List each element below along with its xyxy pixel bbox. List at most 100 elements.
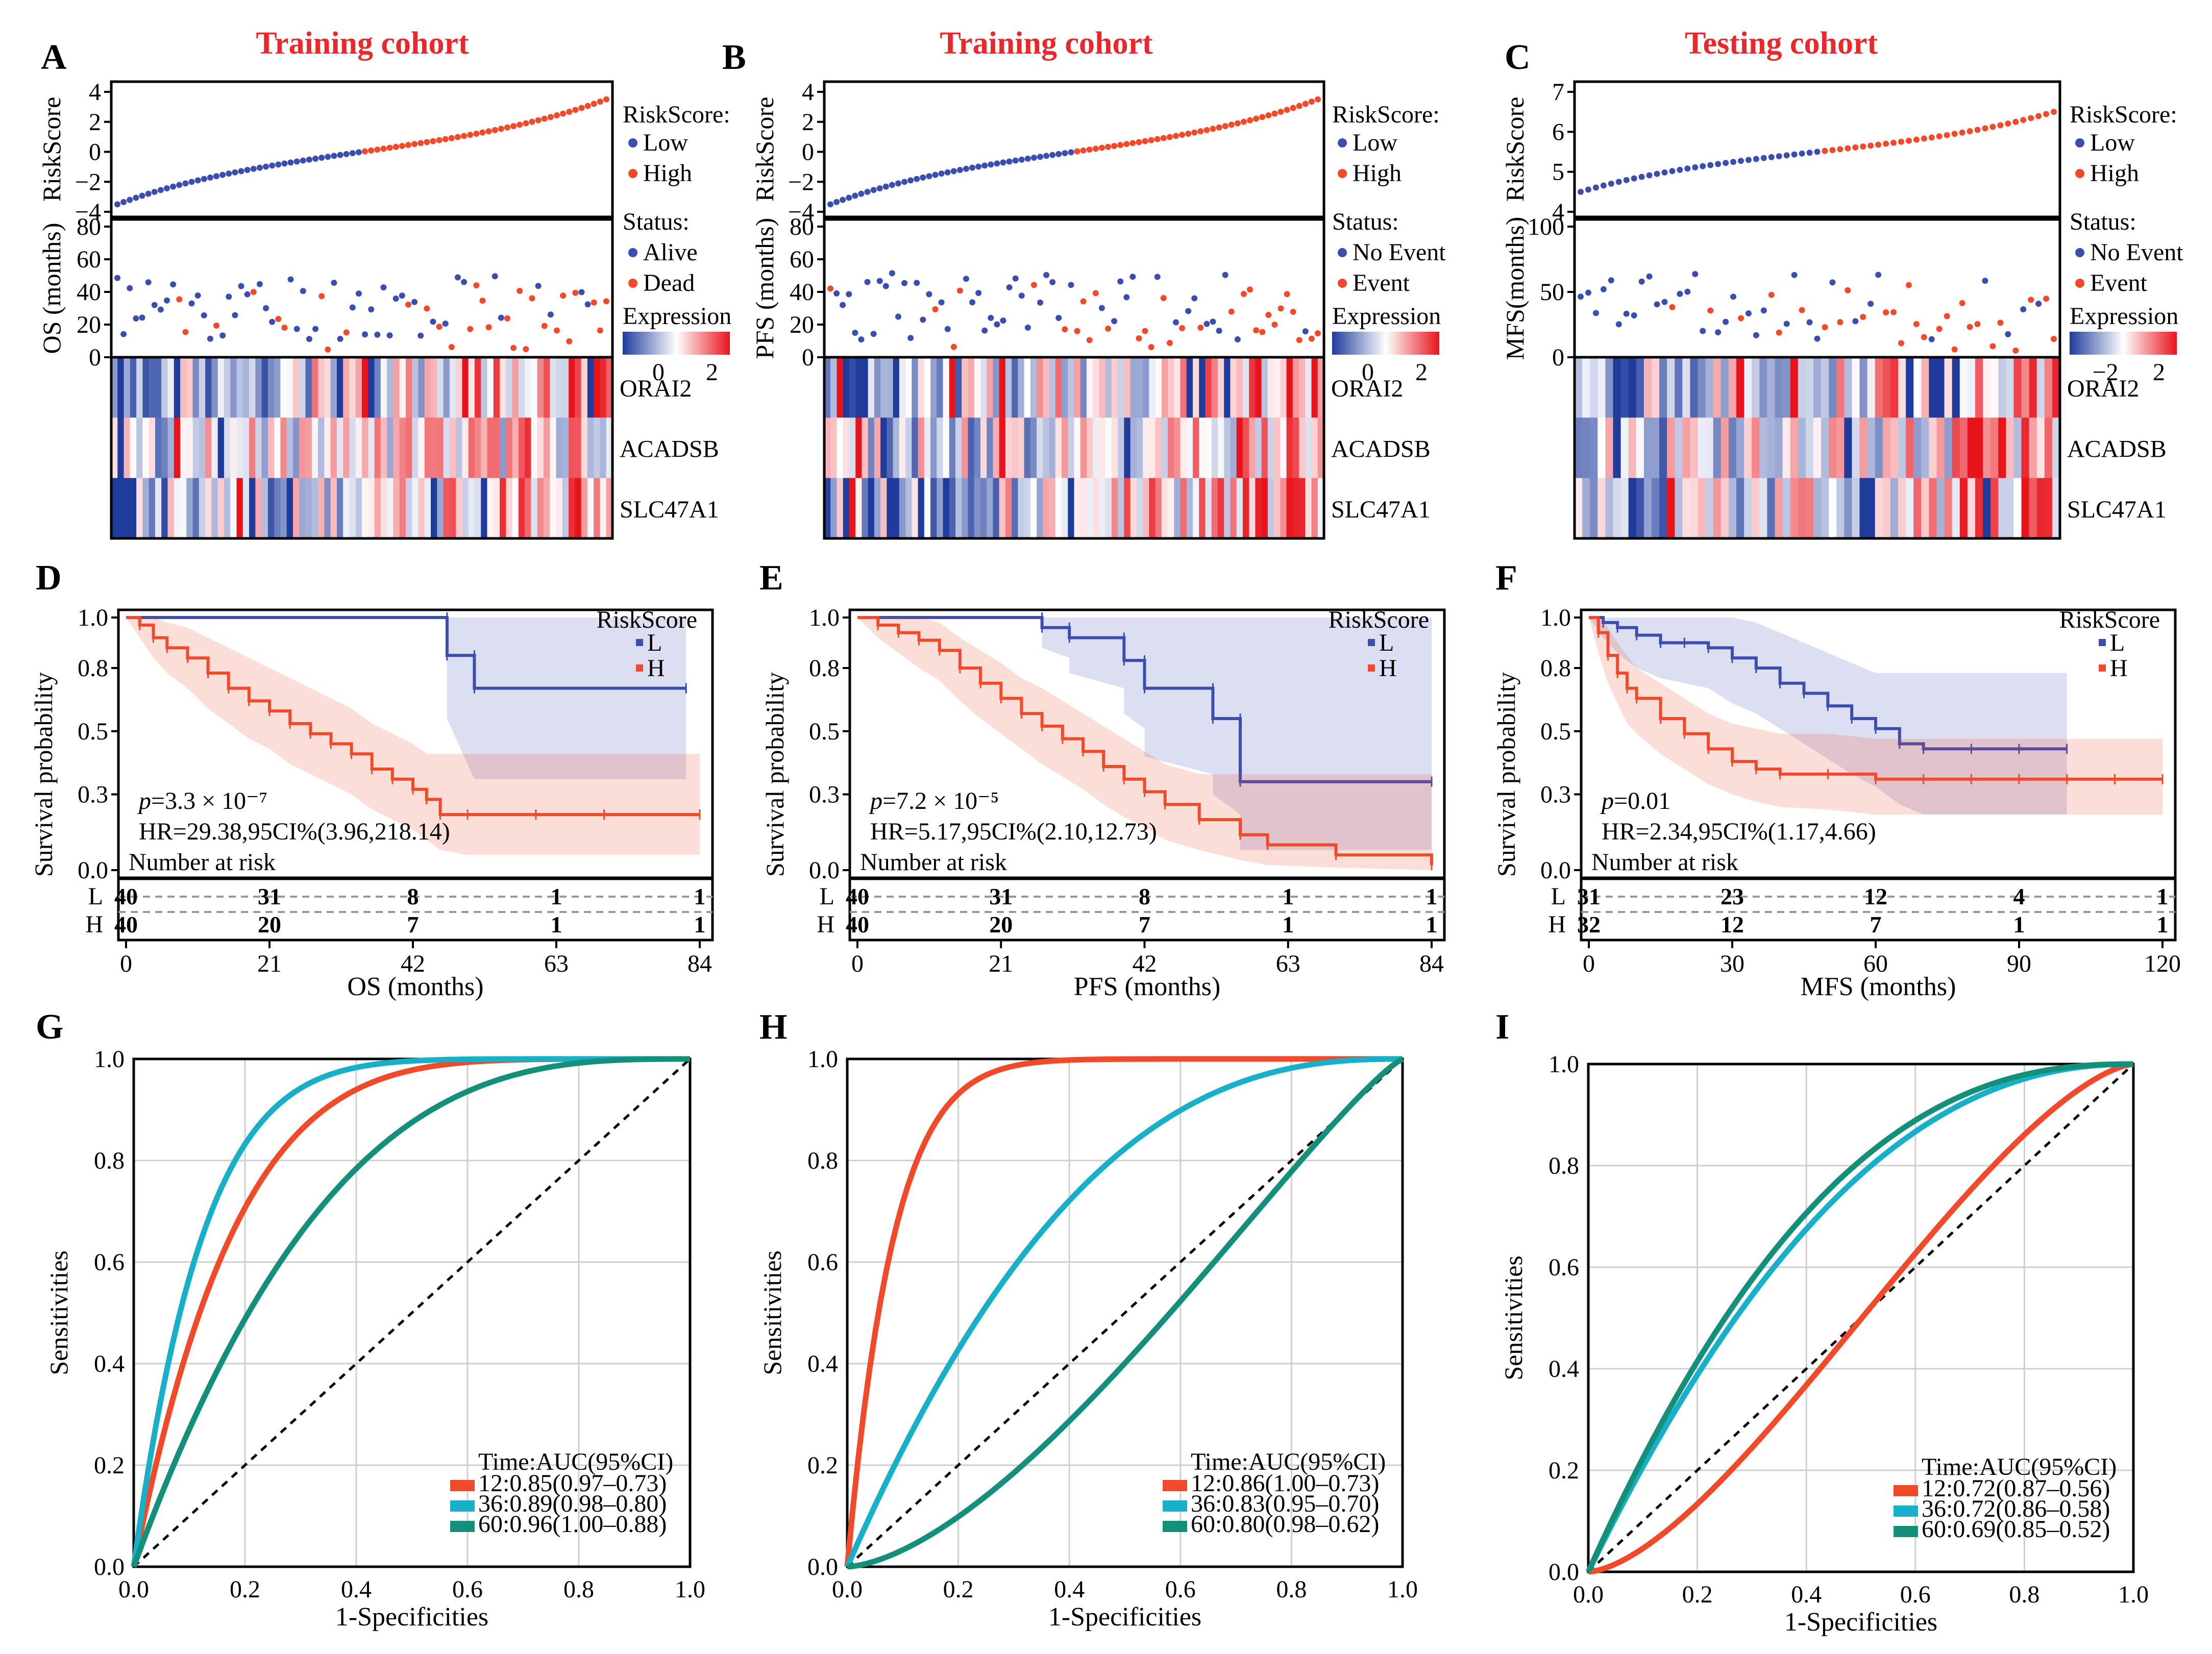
status-point (1936, 326, 1943, 332)
heatmap-cell (1597, 417, 1606, 479)
riskscore-point (1166, 134, 1173, 140)
heatmap-cell (318, 478, 325, 539)
heatmap-cell (999, 357, 1006, 418)
heatmap-cell (1174, 478, 1181, 539)
heatmap-cell (862, 357, 869, 418)
status-point (473, 282, 480, 289)
riskscore-point (597, 98, 603, 105)
legend-status0-label: No Event (1353, 239, 1446, 266)
heatmap-cell (236, 478, 243, 539)
riskscore-point (188, 179, 195, 185)
legend-status1-marker (628, 279, 637, 288)
gene-label-acadsb: ACADSB (1331, 436, 1431, 463)
panel-letter: C (1505, 38, 1531, 77)
heatmap-cell (937, 478, 944, 539)
heatmap-cell (924, 357, 931, 418)
x-tick-label: 0.2 (230, 1576, 260, 1603)
riskscore-point (256, 164, 263, 171)
riskscore-point (560, 110, 567, 117)
heatmap-cell (355, 478, 362, 539)
status-point (517, 287, 523, 294)
heatmap-cell (1744, 357, 1752, 418)
heatmap-cell (1759, 417, 1768, 479)
heatmap-cell (1080, 357, 1087, 418)
at-risk-l: 40 (114, 883, 138, 909)
heatmap-cell (1062, 478, 1069, 539)
y-tick-label: 7 (1552, 79, 1564, 106)
heatmap-cell (174, 417, 181, 479)
heatmap-cell (1274, 357, 1281, 418)
panel-letter: H (759, 1007, 787, 1047)
heatmap-cell (887, 417, 894, 479)
y-tick-label: 0.4 (1549, 1355, 1579, 1383)
riskscore-point (473, 130, 480, 137)
status-point (578, 289, 585, 295)
heatmap-cell (1249, 478, 1256, 539)
heatmap-cell (1736, 478, 1744, 539)
roc-curve-60 (131, 1056, 690, 1568)
heatmap-cell (437, 478, 444, 539)
roc-legend-swatch (1163, 1521, 1187, 1532)
heatmap-cell (2006, 357, 2014, 418)
status-point (1913, 321, 1920, 328)
y-tick-label: 40 (77, 279, 101, 306)
legend-low-marker (628, 138, 637, 147)
heatmap-cell (880, 357, 888, 418)
heatmap-cell (1255, 478, 1262, 539)
heatmap-cell (1813, 478, 1822, 539)
heatmap-cell (843, 478, 850, 539)
status-point (1776, 329, 1782, 336)
status-point (1216, 328, 1222, 334)
riskscore-point (1760, 155, 1767, 161)
x-tick-label: 0.8 (563, 1576, 594, 1603)
heatmap-cell (305, 478, 312, 539)
heatmap-cell (349, 478, 356, 539)
heatmap-cell (399, 417, 406, 479)
heatmap-cell (117, 357, 125, 418)
y-tick-label: 1.0 (809, 604, 840, 631)
gene-label-slc47a1: SLC47A1 (1331, 496, 1431, 523)
heatmap-cell (830, 357, 838, 418)
heatmap-cell (1205, 478, 1212, 539)
riskscore-point (1837, 146, 1844, 153)
status-point (436, 324, 443, 330)
status-point (1997, 319, 2004, 326)
riskscore-point (424, 139, 430, 145)
heatmap-cell (600, 417, 607, 479)
heatmap-cell (192, 478, 200, 539)
heatmap-cell (1055, 417, 1062, 479)
heatmap-cell (974, 357, 981, 418)
heatmap-cell (1882, 478, 1891, 539)
riskscore-point (170, 183, 177, 190)
heatmap-cell (824, 417, 831, 479)
heatmap-cell (311, 417, 318, 479)
heatmap-cell (1143, 478, 1150, 539)
riskscore-point (988, 161, 994, 168)
heatmap-cell (1790, 478, 1799, 539)
heatmap-cell (431, 478, 438, 539)
status-point (1852, 318, 1859, 325)
heatmap-cell (824, 357, 831, 418)
expression-colorbar (623, 332, 730, 355)
status-point (300, 288, 306, 294)
heatmap-cell (236, 417, 243, 479)
heatmap-cell (343, 478, 350, 539)
riskscore-point (1654, 170, 1660, 177)
heatmap-cell (1217, 357, 1224, 418)
heatmap-cell (837, 417, 844, 479)
heatmap-cell (912, 357, 919, 418)
heatmap-cell (1659, 357, 1667, 418)
legend-status1-label: Dead (643, 269, 695, 297)
status-point (969, 299, 976, 306)
status-point (981, 327, 988, 334)
heatmap-cell (1913, 417, 1922, 479)
riskscore-point (1129, 140, 1136, 146)
status-point (188, 300, 195, 307)
riskscore-point (139, 192, 145, 199)
heatmap-cell (556, 478, 563, 539)
heatmap-cell (418, 357, 425, 418)
heatmap-cell (1043, 417, 1050, 479)
at-risk-l: 40 (846, 883, 869, 909)
ci-band-l (1589, 618, 2067, 815)
heatmap-cell (1952, 478, 1960, 539)
